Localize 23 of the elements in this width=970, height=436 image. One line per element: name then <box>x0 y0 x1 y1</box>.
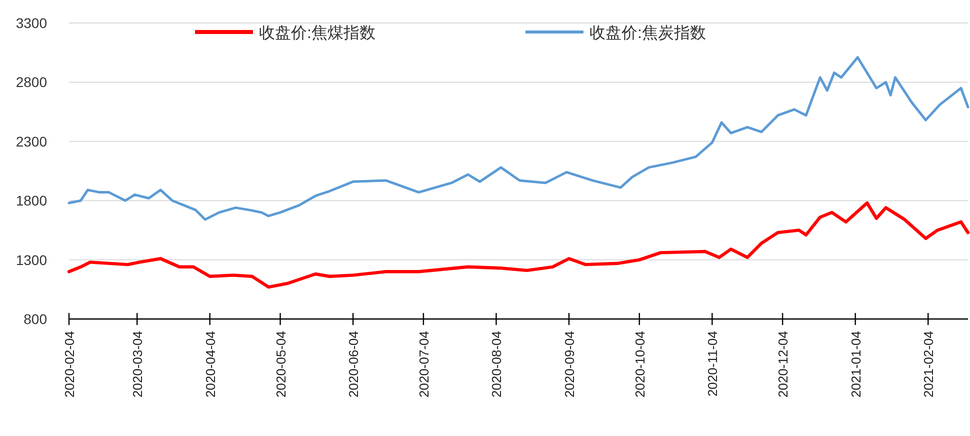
x-tick-label: 2020-10-04 <box>632 331 648 398</box>
x-tick-label: 2020-09-04 <box>562 331 577 398</box>
y-tick-label: 1300 <box>16 252 48 268</box>
legend-label: 收盘价:焦煤指数 <box>259 24 376 42</box>
x-tick-label: 2020-08-04 <box>489 331 504 398</box>
line-series <box>68 56 970 221</box>
y-tick-label: 800 <box>24 311 48 327</box>
y-tick-label: 1800 <box>16 192 48 209</box>
x-tick-label: 2020-07-04 <box>416 331 432 398</box>
x-tick-label: 2020-05-04 <box>273 331 288 398</box>
y-tick-label: 2800 <box>16 74 48 90</box>
y-tick-label: 2300 <box>16 133 48 150</box>
x-tick-label: 2021-01-04 <box>848 331 864 398</box>
x-tick-label: 2020-02-04 <box>62 331 77 398</box>
x-tick-label: 2020-11-04 <box>705 331 720 397</box>
x-tick-label: 2020-06-04 <box>346 331 362 398</box>
x-tick-label: 2020-12-04 <box>776 331 791 398</box>
legend-label: 收盘价:焦炭指数 <box>589 24 706 42</box>
x-tick-label: 2021-02-04 <box>921 331 936 398</box>
line-series <box>67 201 970 289</box>
x-tick-label: 2020-03-04 <box>130 331 146 398</box>
x-tick-label: 2020-04-04 <box>202 331 218 398</box>
y-tick-label: 3300 <box>16 15 48 31</box>
